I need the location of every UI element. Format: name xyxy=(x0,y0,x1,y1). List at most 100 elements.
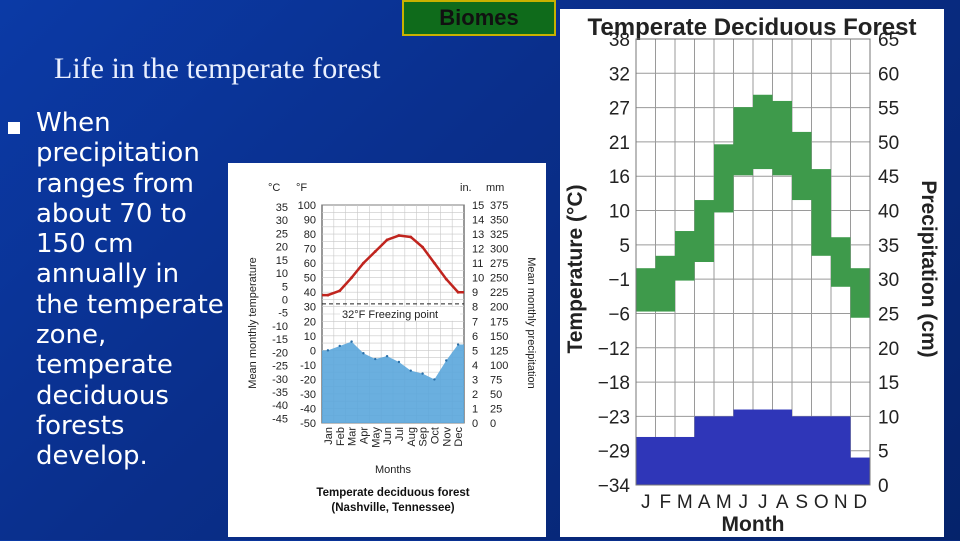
month-label: M xyxy=(716,492,732,513)
tick-label-precip: 65 xyxy=(878,30,899,51)
tick-label-precip: 0 xyxy=(878,476,889,497)
tick-label-mm: 275 xyxy=(490,258,508,270)
y-axis-title-right: Precipitation (cm) xyxy=(917,180,940,357)
tick-label-precip: 25 xyxy=(878,304,899,325)
tick-label-f: 10 xyxy=(304,331,316,343)
tick-label-in: 13 xyxy=(472,229,484,241)
temperature-bar xyxy=(753,94,773,170)
tick-label-mm: 300 xyxy=(490,244,508,256)
tick-label-precip: 5 xyxy=(878,442,889,463)
bullet-line: 150 cm xyxy=(36,229,134,260)
tick-label-c: -30 xyxy=(272,374,288,386)
precipitation-bar xyxy=(675,436,695,485)
tick-label-temp: 27 xyxy=(609,99,630,120)
month-label: May xyxy=(370,427,382,448)
temperature-point xyxy=(373,250,377,253)
precipitation-bar xyxy=(753,409,773,485)
tick-label-temp: −23 xyxy=(598,407,630,428)
tick-label-in: 6 xyxy=(472,331,478,343)
month-label: A xyxy=(698,492,711,513)
tick-label-precip: 60 xyxy=(878,64,899,85)
precipitation-bar xyxy=(733,409,753,485)
tick-label-mm: 0 xyxy=(490,418,496,430)
bullet-line: forests xyxy=(36,410,125,441)
tick-label-mm: 225 xyxy=(490,287,508,299)
tick-label-c: -45 xyxy=(272,413,288,425)
tick-label-mm: 350 xyxy=(490,215,508,227)
tick-label-mm: 250 xyxy=(490,273,508,285)
tick-label-temp: −18 xyxy=(598,373,630,394)
precipitation-bar xyxy=(792,416,812,485)
precipitation-point xyxy=(397,360,401,364)
temperature-bar xyxy=(772,100,792,176)
temperature-point xyxy=(350,276,353,280)
tick-label-f: 80 xyxy=(304,229,316,241)
tick-label-in: 12 xyxy=(472,244,484,256)
precipitation-bar xyxy=(850,457,870,485)
bullet-line: ranges from xyxy=(36,168,194,199)
temperature-bar xyxy=(636,268,656,312)
tick-label-c: -40 xyxy=(272,400,288,412)
tick-label-c: 30 xyxy=(276,215,288,227)
tick-label-precip: 55 xyxy=(878,99,899,120)
tick-label-precip: 10 xyxy=(878,407,899,428)
tick-label-in: 14 xyxy=(472,215,484,227)
tick-label-mm: 50 xyxy=(490,389,502,401)
temperature-bar xyxy=(792,131,812,201)
month-label: Mar xyxy=(347,427,359,446)
temperature-bar xyxy=(850,268,870,318)
bullet-square-icon xyxy=(8,122,20,134)
chart-title: Temperate deciduous forest xyxy=(316,487,469,499)
tick-label-c: -5 xyxy=(278,308,288,320)
precipitation-point xyxy=(338,344,341,348)
month-label: Oct xyxy=(429,427,441,444)
bullet-line: precipitation xyxy=(36,138,200,169)
temperature-point xyxy=(397,234,401,237)
month-label: Dec xyxy=(453,427,465,447)
temperature-bar xyxy=(675,231,695,281)
temperature-point xyxy=(385,238,389,242)
tick-label-precip: 40 xyxy=(878,202,899,223)
slide-title: Life in the temperate forest xyxy=(54,52,381,85)
tick-label-precip: 45 xyxy=(878,167,899,188)
precipitation-point xyxy=(421,372,424,375)
bullet-line: develop. xyxy=(36,441,148,472)
precipitation-point xyxy=(456,343,460,346)
biomes-badge: Biomes xyxy=(402,0,556,36)
precipitation-bar xyxy=(772,409,792,485)
tick-label-temp: −1 xyxy=(608,270,630,291)
freezing-label: 32°F Freezing point xyxy=(342,309,438,321)
month-label: A xyxy=(776,492,789,513)
tick-label-mm: 100 xyxy=(490,360,508,372)
temperature-bar xyxy=(655,255,675,312)
bullet-text: When precipitation ranges from about 70 to 1… xyxy=(36,108,241,472)
chart-subtitle: (Nashville, Tennessee) xyxy=(331,502,454,514)
tick-label-mm: 325 xyxy=(490,229,508,241)
tick-label-temp: −12 xyxy=(598,339,630,360)
tick-label-in: 4 xyxy=(472,360,478,372)
tick-label-temp: 16 xyxy=(609,167,630,188)
tick-label-mm: 125 xyxy=(490,345,508,357)
temperature-point xyxy=(326,293,330,297)
tick-label-mm: 25 xyxy=(490,403,502,415)
month-label: F xyxy=(659,492,671,513)
month-label: O xyxy=(814,492,829,513)
tick-label-c: -35 xyxy=(272,387,288,399)
tick-label-in: 0 xyxy=(472,418,478,430)
tick-label-f: -20 xyxy=(300,374,316,386)
temperature-bar xyxy=(733,107,753,176)
temperature-bar xyxy=(811,169,831,256)
temperature-point xyxy=(433,261,436,265)
temperature-bar xyxy=(694,200,714,262)
precipitation-bar xyxy=(655,436,675,485)
plot-frame xyxy=(635,38,871,486)
y-axis-title-right: Mean monthly precipitation xyxy=(525,257,537,388)
temperature-point xyxy=(362,261,365,265)
tick-label-precip: 50 xyxy=(878,133,899,154)
tick-label-f: 30 xyxy=(304,302,316,314)
temperature-point xyxy=(409,235,413,239)
month-label: D xyxy=(853,492,867,513)
tick-label-mm: 200 xyxy=(490,302,508,314)
bullet-line: about 70 to xyxy=(36,198,187,229)
